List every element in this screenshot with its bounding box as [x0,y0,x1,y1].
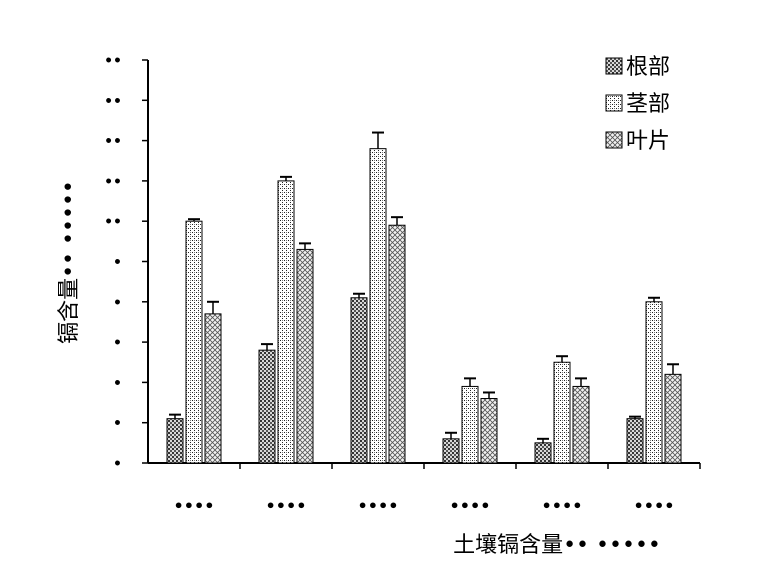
bar-茎部-5 [553,361,571,464]
bar-根部-3 [350,297,368,464]
axes: •••••••••••••••••••• •••• •••• •••• •••• •••• [104,53,701,515]
y-tick-label: • [113,255,122,271]
legend-label: 叶片 [626,129,670,154]
y-tick-label: • [113,456,122,472]
x-tick-label: •••• [266,496,307,515]
bar-茎部-6 [645,301,663,464]
bar-根部-2 [258,349,276,464]
bar-茎部-2 [277,180,295,464]
x-tick-label: •••• [450,496,491,515]
bar-根部-4 [442,438,460,464]
y-tick-label: •• [104,93,122,109]
y-tick-label: •• [104,174,122,190]
legend-swatch-茎部 [605,94,623,112]
legend-swatch-叶片 [605,131,623,149]
bar-叶片-5 [572,385,590,464]
y-tick-label: •• [104,134,122,150]
legend-label: 根部 [626,55,670,80]
y-tick-label: •• [104,214,122,230]
bar-茎部-4 [461,385,479,464]
y-tick-label: • [113,375,122,391]
bar-根部-1 [166,418,184,464]
y-tick-label: • [113,416,122,432]
bar-茎部-1 [185,220,203,464]
legend-swatch-根部 [605,57,623,75]
bar-茎部-3 [369,148,387,464]
bar-叶片-6 [664,373,682,464]
bar-叶片-3 [388,224,406,464]
bar-叶片-4 [480,398,498,464]
bar-叶片-2 [296,248,314,464]
y-axis-label: 镉含量•• ••••• [57,180,82,344]
bar-叶片-1 [204,313,222,464]
x-tick-label: •••• [542,496,583,515]
bar-根部-6 [626,418,644,464]
legend-label: 茎部 [626,92,670,117]
bars [166,131,682,464]
y-tick-label: • [113,295,122,311]
x-tick-label: •••• [358,496,399,515]
x-tick-label: •••• [174,496,215,515]
y-tick-label: • [113,335,122,351]
x-tick-label: •••• [634,496,675,515]
x-axis-label: 土壤镉含量•• ••••• [453,533,661,558]
bar-根部-5 [534,442,552,464]
y-tick-label: •• [104,53,122,69]
